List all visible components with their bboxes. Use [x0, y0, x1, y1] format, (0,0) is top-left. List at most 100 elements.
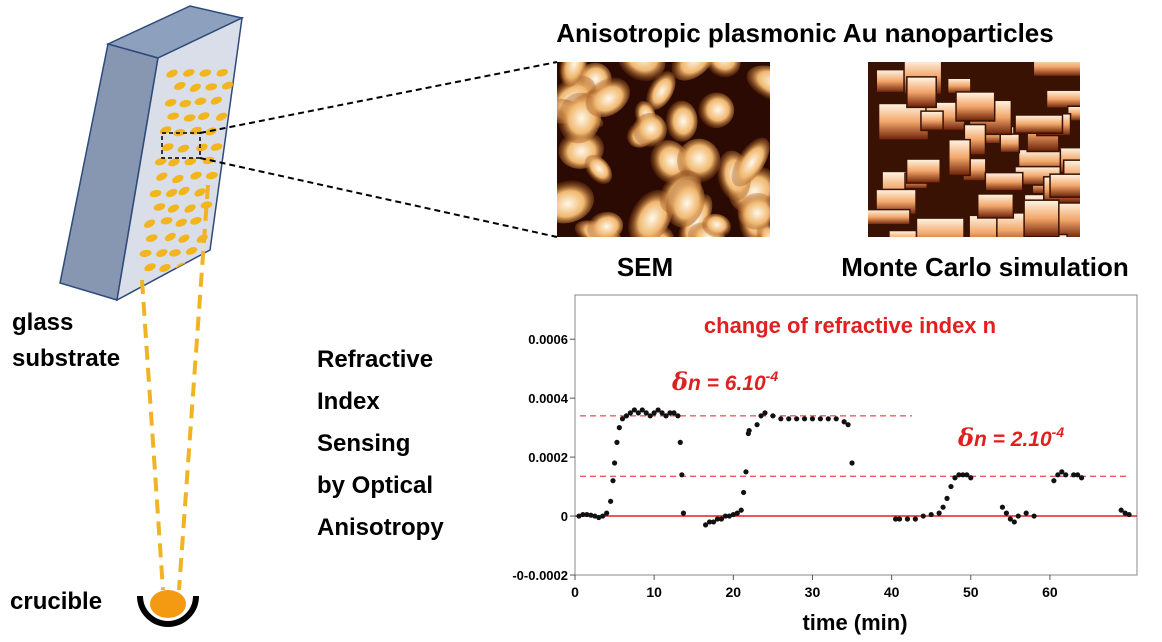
- nanoparticle: [189, 264, 202, 273]
- data-point: [770, 413, 775, 418]
- figure-title: Anisotropic plasmonic Au nanoparticles: [556, 18, 1053, 48]
- data-point: [754, 422, 759, 427]
- data-point: [1031, 513, 1036, 518]
- data-point: [617, 425, 622, 430]
- data-point: [818, 416, 823, 421]
- data-point: [968, 475, 973, 480]
- data-point: [834, 416, 839, 421]
- data-point: [604, 511, 609, 516]
- grain: [1024, 200, 1059, 237]
- data-point: [1079, 475, 1084, 480]
- annotation: δn = 2.10-4: [957, 423, 1064, 452]
- x-tick-label: 20: [726, 584, 742, 600]
- data-point: [612, 460, 617, 465]
- grain: [907, 77, 936, 107]
- grain: [1000, 134, 1019, 152]
- data-point: [614, 440, 619, 445]
- x-tick-label: 50: [963, 584, 979, 600]
- sensing-label: Sensing: [317, 430, 410, 457]
- data-point: [937, 511, 942, 516]
- crucible-label: crucible: [10, 588, 102, 615]
- data-point: [810, 416, 815, 421]
- grain: [1050, 174, 1081, 197]
- x-tick-label: 0: [571, 584, 579, 600]
- annotation-text: n = 2.10: [974, 428, 1052, 451]
- vapor-line: [142, 280, 163, 590]
- grain: [921, 111, 943, 130]
- data-point: [826, 416, 831, 421]
- data-point: [1051, 478, 1056, 483]
- substrate-label: substrate: [12, 345, 120, 372]
- grain: [862, 210, 910, 225]
- data-point: [610, 478, 615, 483]
- data-point: [1024, 511, 1029, 516]
- data-point: [944, 496, 949, 501]
- zoom-line: [200, 158, 557, 237]
- chart-title: change of refractive index n: [704, 313, 996, 338]
- annotation-symbol: δ: [957, 423, 974, 452]
- grain: [907, 159, 941, 183]
- grain: [985, 173, 1022, 191]
- sensing-label: by Optical: [317, 472, 433, 499]
- data-point: [743, 469, 748, 474]
- annotation-text: n = 6.10: [688, 372, 766, 395]
- x-axis-label: time (min): [802, 610, 907, 635]
- data-point: [1004, 511, 1009, 516]
- grain: [949, 140, 970, 176]
- grain: [956, 92, 995, 121]
- x-tick-label: 60: [1042, 584, 1058, 600]
- data-point: [1000, 505, 1005, 510]
- figure: Anisotropic plasmonic Au nanoparticles S…: [0, 0, 1162, 642]
- y-tick-label: 0: [561, 509, 568, 524]
- data-point: [739, 508, 744, 513]
- x-tick-label: 10: [646, 584, 662, 600]
- data-point: [940, 505, 945, 510]
- data-point: [929, 512, 934, 517]
- sem-label: SEM: [617, 252, 673, 282]
- x-tick-label: 30: [805, 584, 821, 600]
- y-tick-label: 0.0006: [528, 332, 568, 347]
- data-point: [741, 490, 746, 495]
- data-point: [1126, 512, 1131, 517]
- grain: [916, 218, 964, 250]
- grain: [1033, 57, 1085, 76]
- data-point: [897, 516, 902, 521]
- data-point: [948, 484, 953, 489]
- data-point: [675, 413, 680, 418]
- zoom-line: [200, 62, 557, 133]
- data-point: [1012, 519, 1017, 524]
- data-point: [678, 440, 683, 445]
- mc-label: Monte Carlo simulation: [841, 252, 1128, 282]
- y-tick-label: 0.0002: [528, 450, 568, 465]
- data-point: [921, 513, 926, 518]
- gold-source: [150, 590, 186, 618]
- data-point: [849, 460, 854, 465]
- data-point: [608, 499, 613, 504]
- annotation: δn = 6.10-4: [671, 367, 778, 396]
- data-point: [905, 516, 910, 521]
- sensing-label: Index: [317, 388, 380, 415]
- data-point: [786, 416, 791, 421]
- substrate-label: glass: [12, 309, 73, 336]
- annotation-exponent: -4: [766, 368, 779, 384]
- data-point: [913, 516, 918, 521]
- data-point: [747, 428, 752, 433]
- sensing-label: Anisotropy: [317, 514, 444, 541]
- data-point: [794, 416, 799, 421]
- grain: [876, 70, 906, 93]
- data-point: [802, 416, 807, 421]
- data-point: [762, 410, 767, 415]
- data-point: [845, 422, 850, 427]
- data-point: [1063, 472, 1068, 477]
- grain: [1068, 106, 1093, 121]
- data-point: [1016, 513, 1021, 518]
- x-tick-label: 40: [884, 584, 900, 600]
- grain: [978, 194, 1014, 218]
- annotation-exponent: -4: [1052, 424, 1065, 440]
- y-tick-label: 0.0004: [528, 391, 569, 406]
- y-tick-label: -0-0.0002: [512, 568, 568, 583]
- data-point: [778, 416, 783, 421]
- data-point: [679, 472, 684, 477]
- sensing-label: Refractive: [317, 346, 433, 373]
